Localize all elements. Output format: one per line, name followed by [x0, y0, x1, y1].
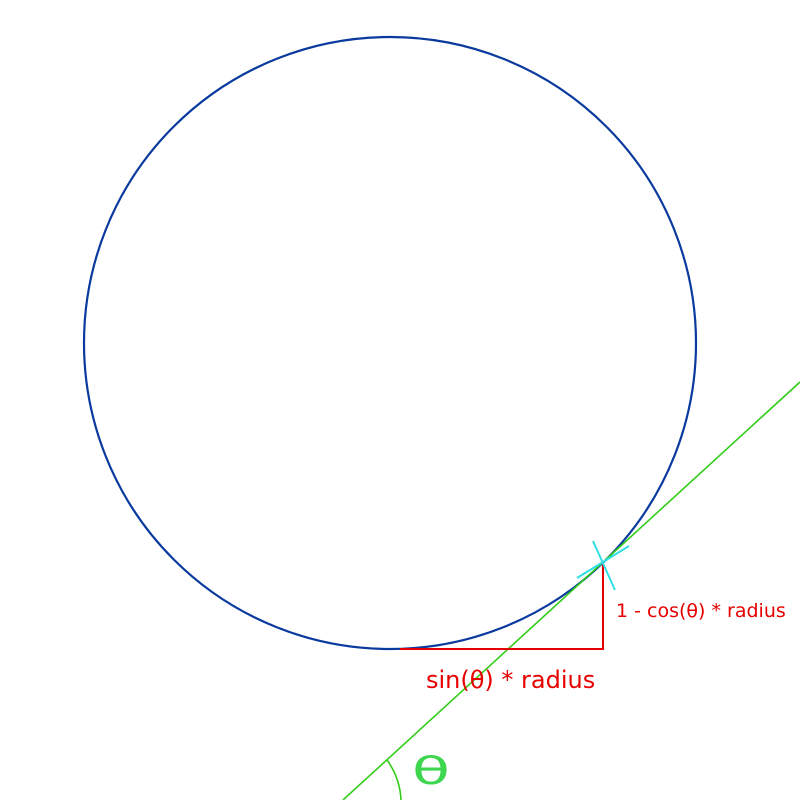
vertical-leg-label: 1 - cos(θ) * radius	[616, 600, 786, 622]
angle-label: θ	[412, 749, 450, 793]
horizontal-leg-label: sin(θ) * radius	[426, 666, 595, 694]
circle	[84, 37, 696, 649]
tangent-line	[343, 382, 800, 800]
angle-arc	[387, 760, 401, 800]
triangle-legs	[400, 562, 603, 649]
